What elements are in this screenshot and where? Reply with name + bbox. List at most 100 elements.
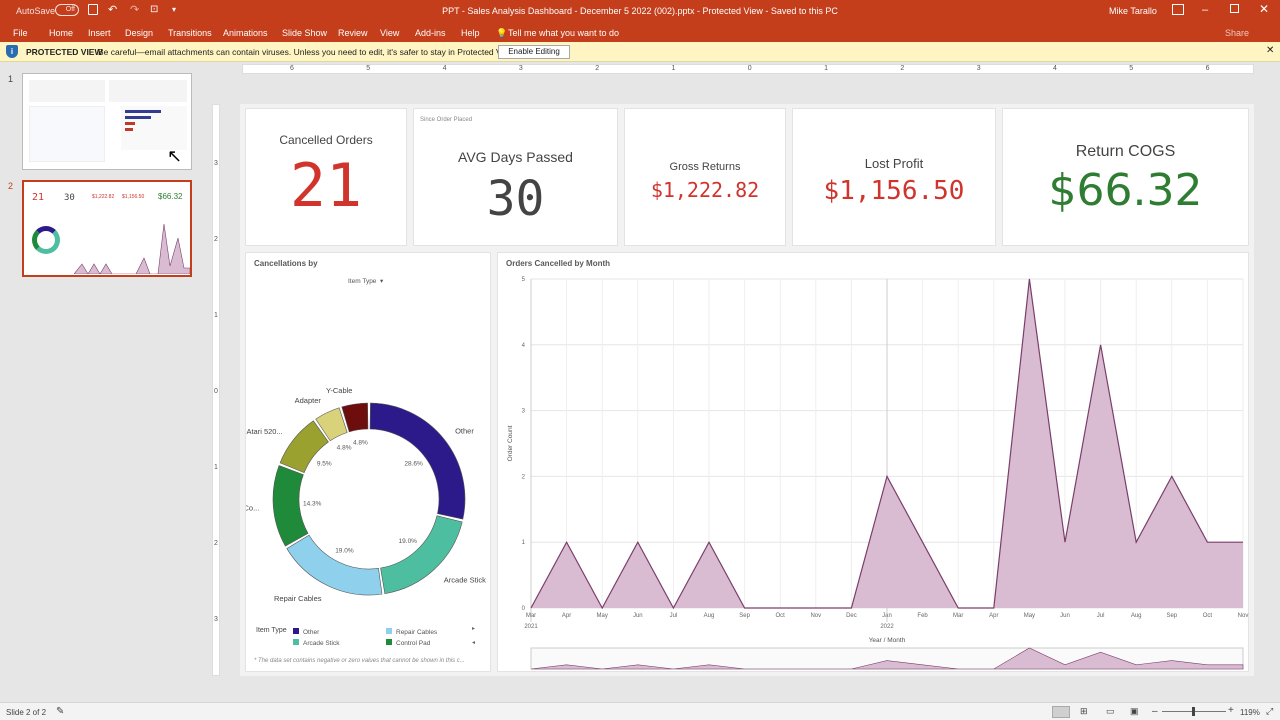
maximize-icon[interactable]: [1230, 4, 1239, 13]
x-tick-label: Nov: [1238, 613, 1249, 619]
donut-slice[interactable]: [380, 515, 463, 595]
kpi-card-cancelled-orders[interactable]: Cancelled Orders 21: [245, 108, 407, 246]
x-axis-label: Year / Month: [869, 637, 906, 644]
thumb-scatter: [29, 106, 105, 162]
horizontal-ruler: 6 5 4 3 2 1 0 1 2 3 4 5 6: [242, 64, 1254, 74]
x-tick-label: Dec: [846, 613, 857, 619]
tab-design[interactable]: Design: [125, 28, 154, 38]
tab-home[interactable]: Home: [49, 28, 74, 38]
thumb-donut: [32, 226, 60, 254]
enable-editing-button[interactable]: Enable Editing: [498, 45, 570, 59]
legend-label: Other: [303, 629, 320, 636]
kpi-value: $1,222.82: [650, 178, 760, 202]
customize-qat-icon[interactable]: ▾: [172, 5, 177, 14]
legend-next-icon[interactable]: ▸: [472, 626, 476, 632]
tab-file[interactable]: File: [13, 28, 28, 38]
donut-slice[interactable]: [286, 534, 383, 596]
kpi-label: AVG Days Passed: [458, 149, 573, 165]
slide-thumbnail-2[interactable]: 21 30 $1,222.82 $1,156.50 $66.32: [22, 180, 192, 277]
kpi-label: Gross Returns: [669, 161, 741, 173]
item-type-dropdown[interactable]: Item Type ▾: [348, 277, 383, 285]
ruler-number: 0: [747, 65, 752, 72]
tab-view[interactable]: View: [380, 28, 400, 38]
tab-review[interactable]: Review: [338, 28, 368, 38]
thumbnail-number: 1: [8, 74, 14, 84]
zoom-out-icon[interactable]: –: [1152, 706, 1158, 717]
area-series[interactable]: [531, 279, 1243, 608]
close-icon[interactable]: ✕: [1259, 2, 1270, 16]
slice-name-label: Adapter: [295, 396, 322, 405]
donut-slice[interactable]: [279, 420, 329, 474]
zoom-in-icon[interactable]: +: [1228, 705, 1234, 716]
donut-slice[interactable]: [315, 407, 348, 442]
legend-item-control-pad[interactable]: Control Pad: [386, 639, 430, 647]
tab-animations[interactable]: Animations: [223, 28, 268, 38]
slideshow-icon[interactable]: ▣: [1130, 706, 1139, 716]
share-button[interactable]: Share: [1225, 28, 1250, 38]
slide-thumbnails: 1 ↖ 2 21 30 $1,222.82 $1,156.50 $66.32: [0, 62, 206, 702]
legend-item-arcade-stick[interactable]: Arcade Stick: [293, 639, 340, 647]
ruler-number: 4: [1053, 65, 1057, 72]
protected-view-message: Be careful—email attachments can contain…: [98, 47, 517, 57]
save-icon[interactable]: [88, 4, 98, 15]
close-icon[interactable]: ✕: [1266, 45, 1275, 56]
donut-chart[interactable]: 28.6% Other 19.0% Arcade Stick 19.0% Repair C…: [246, 253, 492, 673]
slide-thumbnail-1[interactable]: ↖: [22, 73, 192, 170]
ruler-number: 6: [290, 65, 294, 72]
kpi-card-return-cogs[interactable]: Return COGS $66.32: [1002, 108, 1249, 246]
series-line[interactable]: [530, 278, 1243, 610]
tab-help[interactable]: Help: [461, 28, 480, 38]
kpi-value: 30: [486, 171, 545, 227]
dropdown-label: Item Type: [348, 278, 377, 285]
user-name[interactable]: Mike Tarallo: [1109, 6, 1157, 16]
tell-me-search[interactable]: Tell me what you want to do: [508, 28, 620, 38]
slide-canvas: Cancelled Orders 21 Since Order Placed A…: [240, 104, 1254, 676]
legend-title: Item Type: [256, 627, 287, 634]
ribbon-tabs: File Home Insert Design Transitions Anim…: [0, 22, 1280, 42]
minimize-icon[interactable]: –: [1202, 4, 1209, 16]
tab-add-ins[interactable]: Add-ins: [415, 28, 446, 38]
ruler-number: 1: [671, 65, 676, 72]
legend-item-other[interactable]: Other: [293, 628, 319, 636]
ruler-number: 3: [214, 616, 218, 623]
legend-prev-icon[interactable]: ◂: [472, 640, 476, 646]
x-tick-label: Feb: [917, 613, 928, 619]
zoom-slider-thumb[interactable]: [1192, 707, 1195, 716]
ruler-number: 4: [442, 65, 447, 72]
kpi-card-lost-profit[interactable]: Lost Profit $1,156.50: [792, 108, 996, 246]
tab-transitions[interactable]: Transitions: [168, 28, 212, 38]
chart-title: Orders Cancelled by Month: [506, 259, 611, 268]
ribbon-display-icon[interactable]: [1172, 4, 1184, 15]
donut-slice[interactable]: [341, 402, 369, 433]
undo-icon[interactable]: ↶: [108, 4, 118, 16]
donut-slice[interactable]: [369, 402, 466, 520]
x-tick-label: Nov: [810, 613, 821, 619]
title-bar: AutoSave Off ↶ ↷ ⊡ ▾ PPT - Sales Analysi…: [0, 0, 1280, 22]
legend-item-repair-cables[interactable]: Repair Cables: [386, 628, 437, 636]
thumb-kpi: 30: [64, 193, 75, 203]
ruler-number: 5: [366, 65, 371, 72]
redo-icon[interactable]: ↷: [130, 4, 140, 16]
kpi-label: Return COGS: [1075, 143, 1176, 160]
kpi-card-gross-returns[interactable]: Gross Returns $1,222.82: [624, 108, 786, 246]
area-chart[interactable]: 012345MarAprMayJunJulAugSepOctNovDecJanF…: [498, 253, 1250, 673]
slide-sorter-icon[interactable]: ⊞: [1080, 706, 1088, 716]
kpi-label: Lost Profit: [864, 156, 924, 171]
fit-to-window-icon[interactable]: ⤢: [1266, 706, 1274, 716]
present-icon[interactable]: ⊡: [150, 4, 159, 15]
tab-insert[interactable]: Insert: [88, 28, 111, 38]
ruler-number: 2: [214, 540, 218, 547]
thumb-kpi: 21: [32, 192, 45, 203]
lightbulb-icon: 💡: [496, 28, 508, 38]
normal-view-icon[interactable]: [1052, 706, 1070, 718]
ruler-number: 5: [1129, 65, 1134, 72]
zoom-level[interactable]: 119%: [1240, 708, 1260, 717]
kpi-card-avg-days-passed[interactable]: Since Order Placed AVG Days Passed 30: [413, 108, 618, 246]
donut-slice[interactable]: [272, 465, 309, 547]
notes-icon[interactable]: ✎: [56, 706, 65, 717]
reading-view-icon[interactable]: ▭: [1106, 706, 1115, 716]
autosave-toggle[interactable]: Off: [55, 4, 79, 16]
slice-pct-label: 28.6%: [404, 461, 423, 468]
tab-slide-show[interactable]: Slide Show: [282, 28, 328, 38]
slide-count: Slide 2 of 2: [6, 708, 47, 717]
